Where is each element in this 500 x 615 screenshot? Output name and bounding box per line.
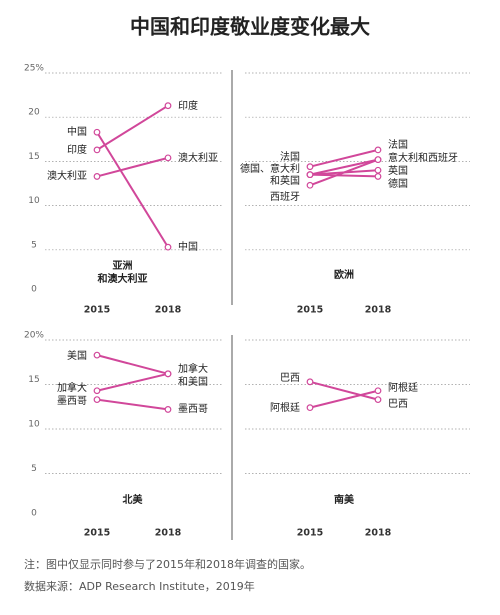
end-label: 澳大利亚 (178, 151, 218, 164)
point (374, 387, 382, 395)
panel-title: 南美 (334, 493, 355, 506)
start-label: 墨西哥 (57, 395, 87, 407)
series-line (309, 158, 379, 187)
end-label: 印度 (178, 99, 198, 112)
y-tick-label: 10 (28, 420, 40, 430)
chart-title: 中国和印度敬业度变化最大 (130, 15, 370, 39)
start-label: 德国、意大利 (240, 162, 300, 175)
end-label: 墨西哥 (178, 403, 208, 415)
y-tick-label: 20 (28, 108, 40, 118)
y-tick-label: 0 (31, 509, 37, 519)
start-label: 印度 (67, 143, 87, 156)
start-label: 中国 (67, 125, 87, 138)
start-label: 西班牙 (270, 191, 300, 203)
y-tick-label: 5 (31, 240, 37, 250)
point (164, 406, 172, 413)
end-label: 意大利和西班牙 (388, 151, 458, 164)
point (93, 351, 101, 359)
end-label: 中国 (178, 240, 198, 253)
point (306, 163, 314, 171)
x-tick-label: 2018 (155, 528, 182, 539)
series-line (309, 148, 379, 168)
start-label: 和英国 (270, 174, 300, 187)
x-tick-label: 2018 (365, 305, 392, 316)
point (306, 404, 314, 412)
y-tick-label: 0 (31, 285, 37, 295)
series-line (96, 131, 169, 248)
y-tick-label: 5 (31, 464, 37, 474)
series-line (309, 173, 379, 178)
point (93, 173, 101, 180)
end-label: 英国 (388, 164, 408, 177)
end-label: 加拿大 (178, 362, 208, 375)
panel-title: 北美 (123, 493, 144, 506)
note: 注：图中仅显示同时参与了2015年和2018年调查的国家。 (24, 557, 311, 571)
source: 数据来源：ADP Research Institute，2019年 (24, 579, 255, 593)
start-label: 澳大利亚 (47, 169, 87, 182)
point (306, 378, 314, 386)
end-label: 法国 (388, 138, 408, 151)
start-label: 阿根廷 (270, 401, 300, 414)
x-tick-label: 2015 (84, 528, 110, 539)
series-line (96, 398, 169, 411)
y-tick-label: 10 (28, 196, 40, 206)
panel-title: 欧洲 (334, 268, 354, 281)
y-tick-label: 15 (28, 375, 39, 385)
point (374, 173, 382, 180)
start-label: 美国 (67, 349, 87, 362)
series-line (96, 372, 169, 392)
end-label: 德国 (388, 177, 408, 190)
point (93, 396, 101, 404)
panel-title: 和澳大利亚 (97, 272, 148, 285)
point (374, 396, 382, 404)
point (164, 243, 172, 251)
point (374, 146, 382, 154)
point (93, 146, 101, 154)
panel-title: 亚洲 (113, 260, 133, 272)
x-tick-label: 2015 (297, 528, 323, 539)
point (374, 166, 382, 174)
y-tick-label: 25% (24, 64, 44, 74)
x-tick-label: 2018 (365, 528, 392, 539)
series-line (309, 380, 379, 401)
series-line (309, 389, 379, 409)
point (306, 171, 314, 179)
start-label: 巴西 (280, 372, 300, 384)
start-label: 法国 (280, 150, 300, 163)
series-line (96, 156, 169, 178)
x-tick-label: 2015 (297, 305, 323, 316)
end-label: 和美国 (178, 375, 208, 388)
y-tick-label: 20% (24, 331, 44, 341)
end-label: 巴西 (388, 398, 408, 410)
point (93, 387, 101, 395)
point (164, 154, 172, 162)
point (374, 156, 382, 164)
point (93, 128, 101, 136)
x-tick-label: 2015 (84, 305, 110, 316)
y-tick-label: 15 (28, 152, 39, 162)
series-line (309, 158, 379, 176)
point (164, 102, 172, 110)
series-line (96, 104, 169, 151)
end-label: 阿根廷 (388, 381, 418, 394)
point (306, 181, 314, 189)
point (164, 370, 172, 378)
start-label: 加拿大 (57, 381, 87, 394)
series-line (96, 354, 169, 375)
x-tick-label: 2018 (155, 305, 182, 316)
